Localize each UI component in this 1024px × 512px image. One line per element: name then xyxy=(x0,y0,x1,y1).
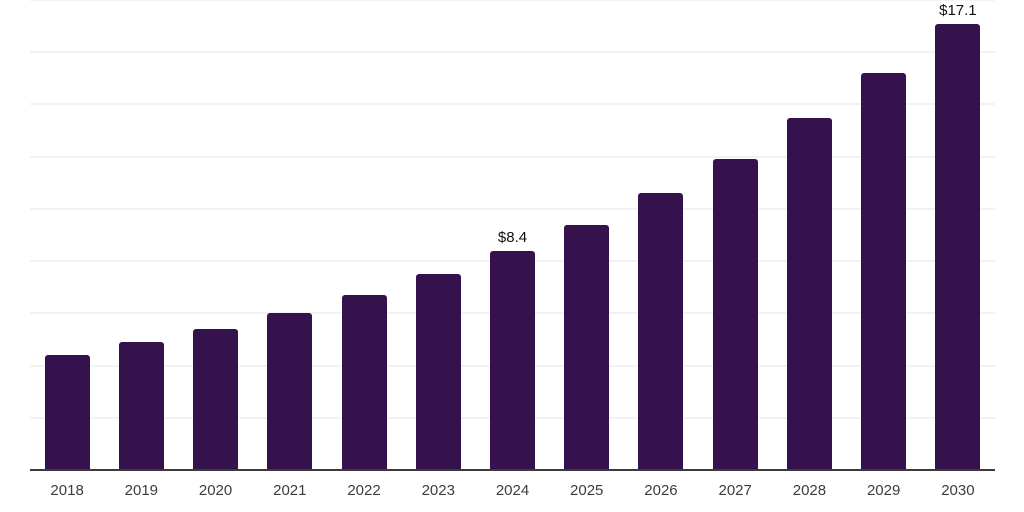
x-tick-2029: 2029 xyxy=(866,482,901,499)
bar-2026 xyxy=(638,193,684,470)
x-tick-2022: 2022 xyxy=(347,482,381,499)
gridline-16 xyxy=(30,51,995,54)
x-tick-2019: 2019 xyxy=(124,482,159,499)
bar-2022 xyxy=(341,295,387,470)
x-tick-2021: 2021 xyxy=(273,482,307,499)
gridline-18 xyxy=(30,0,995,1)
bar-2019 xyxy=(118,342,164,470)
bar-2023 xyxy=(415,274,461,470)
bar-2027 xyxy=(712,159,758,470)
x-tick-2024: 2024 xyxy=(495,482,530,499)
x-axis-line xyxy=(30,469,995,471)
x-tick-2030: 2030 xyxy=(941,482,975,499)
x-tick-2027: 2027 xyxy=(718,482,752,499)
bar-2028 xyxy=(786,117,832,470)
bar-2018 xyxy=(44,355,90,470)
plot-area: $8.4 $17.1 xyxy=(30,0,995,471)
bar-2029 xyxy=(861,73,907,470)
x-tick-2025: 2025 xyxy=(570,482,604,499)
value-label-2024: $8.4 xyxy=(497,228,528,246)
x-tick-2028: 2028 xyxy=(792,482,827,499)
gridline-10 xyxy=(30,207,995,210)
x-tick-2026: 2026 xyxy=(644,482,678,499)
x-axis-labels: 2018 2019 2020 2021 2022 2023 2024 2025 2026 2027… xyxy=(30,482,995,504)
x-tick-2018: 2018 xyxy=(50,482,84,499)
x-tick-2023: 2023 xyxy=(421,482,455,499)
bar-2020 xyxy=(193,329,239,470)
x-tick-2020: 2020 xyxy=(198,482,233,499)
value-label-2030: $17.1 xyxy=(939,1,977,19)
bar-2025 xyxy=(564,224,610,470)
gridline-14 xyxy=(30,103,995,106)
bar-2021 xyxy=(267,313,313,470)
bar-2030 xyxy=(935,23,981,470)
gridline-12 xyxy=(30,155,995,158)
bar-2024 xyxy=(490,250,535,470)
